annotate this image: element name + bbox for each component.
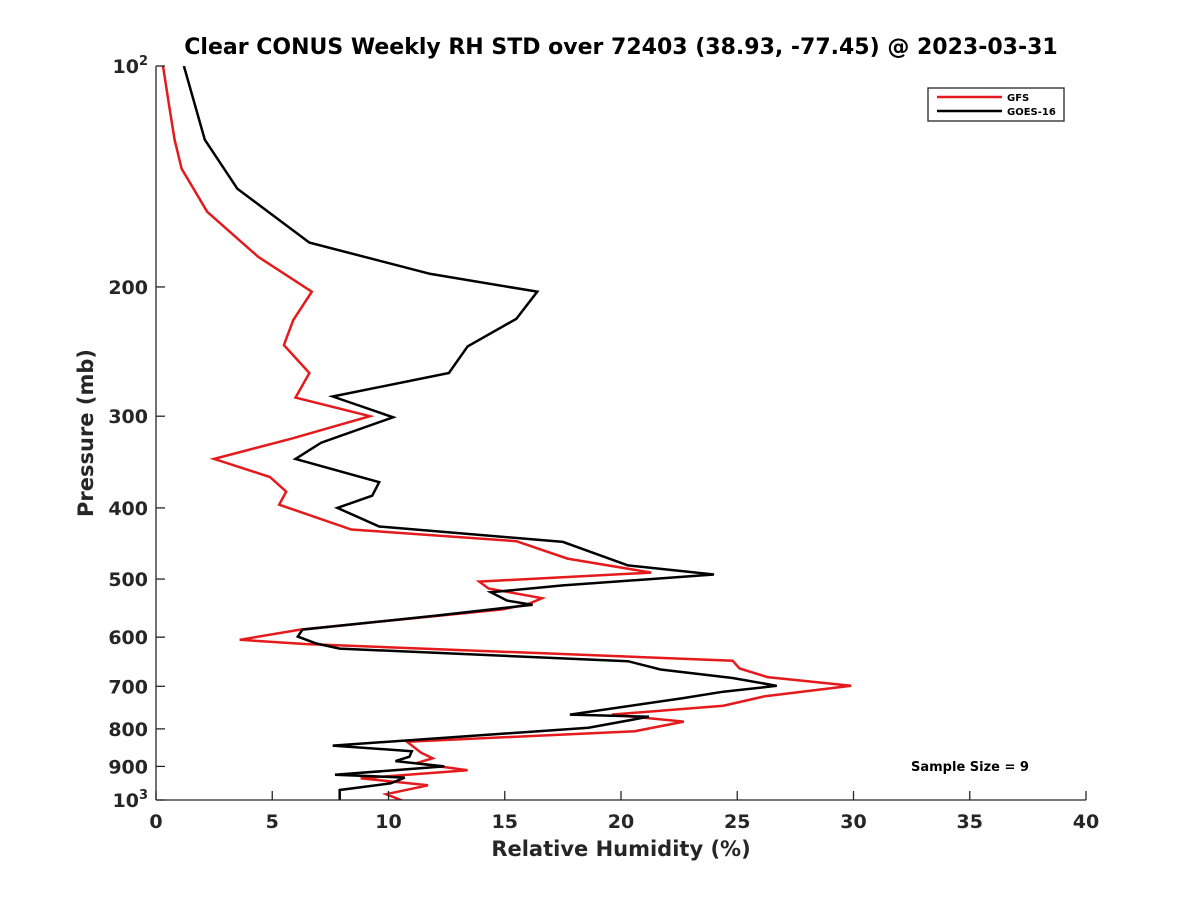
x-tick-label: 15 — [492, 811, 518, 833]
x-tick-label: 40 — [1073, 811, 1099, 833]
chart-title: Clear CONUS Weekly RH STD over 72403 (38… — [184, 35, 1057, 60]
y-tick-base: 10 — [113, 790, 139, 812]
legend-label-goes16: GOES-16 — [1007, 107, 1056, 118]
x-tick-label: 25 — [724, 811, 750, 833]
y-axis-label: Pressure (mb) — [74, 349, 98, 517]
legend-box — [927, 87, 1065, 122]
y-tick-label: 600 — [108, 627, 148, 649]
y-tick-label: 103 — [113, 788, 149, 812]
x-tick-label: 30 — [840, 811, 866, 833]
series-line-gfs — [161, 66, 852, 800]
y-tick-label: 102 — [113, 54, 149, 78]
y-tick-exponent: 2 — [139, 54, 148, 69]
x-tick-label: 5 — [266, 811, 279, 833]
y-tick-label: 800 — [108, 719, 148, 741]
x-tick-label: 10 — [375, 811, 401, 833]
x-tick-group: 0 5 10 15 20 25 30 35 40 — [149, 791, 1099, 833]
y-tick-exponent: 3 — [139, 788, 148, 803]
y-tick-label: 500 — [108, 569, 148, 591]
y-tick-label: 300 — [108, 406, 148, 428]
y-tick-label: 900 — [108, 756, 148, 778]
y-tick-base: 10 — [113, 56, 139, 78]
x-tick-label: 35 — [957, 811, 983, 833]
legend-label-gfs: GFS — [1007, 93, 1029, 104]
y-tick-label: 400 — [108, 498, 148, 520]
x-axis-label: Relative Humidity (%) — [491, 837, 750, 861]
plot-area: 0 5 10 15 20 25 30 35 40 10220030040050060070080… — [108, 54, 1099, 833]
x-tick-label: 0 — [149, 811, 162, 833]
y-tick-label: 200 — [108, 277, 148, 299]
series-layer — [161, 66, 852, 800]
legend: GFS GOES-16 — [927, 87, 1065, 122]
x-tick-label: 20 — [608, 811, 634, 833]
series-line-goes16 — [182, 66, 778, 800]
sample-size-annotation: Sample Size = 9 — [911, 760, 1029, 775]
y-tick-label: 700 — [108, 676, 148, 698]
